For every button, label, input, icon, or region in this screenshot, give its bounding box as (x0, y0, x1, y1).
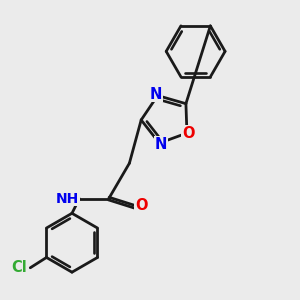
Text: N: N (150, 87, 162, 102)
Text: O: O (182, 126, 195, 141)
Text: Cl: Cl (12, 260, 27, 275)
Text: O: O (135, 198, 147, 213)
Text: NH: NH (56, 192, 79, 206)
Text: N: N (154, 137, 167, 152)
